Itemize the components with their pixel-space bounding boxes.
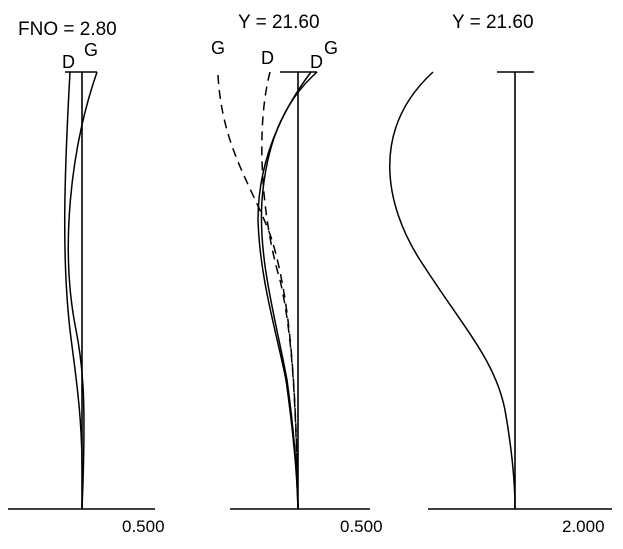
distortion-panel-title: Y = 21.60 [452, 12, 534, 33]
spherical-curve-d [63, 71, 84, 510]
astigmatism-label-d-sagittal: D [261, 48, 274, 68]
distortion-panel: Y = 21.60 2.000 [389, 12, 612, 536]
spherical-curve-g [67, 71, 98, 510]
astigmatism-panel: Y = 21.60 G D D G 0.500 [211, 12, 383, 536]
astigmatism-label-d-meridional: D [310, 52, 323, 72]
astigmatism-curve-d-sagittal [261, 71, 299, 510]
astigmatism-curve-g-sagittal [217, 74, 299, 510]
spherical-scale-label: 0.500 [122, 517, 165, 536]
astigmatism-scale-label: 0.500 [340, 517, 383, 536]
spherical-aberration-panel: FNO = 2.80 D G 0.500 [8, 19, 165, 536]
astigmatism-panel-title: Y = 21.60 [238, 12, 320, 33]
astigmatism-curve-d-meridional [260, 71, 318, 510]
astigmatism-label-g-sagittal: G [211, 38, 225, 58]
spherical-panel-title: FNO = 2.80 [18, 19, 117, 40]
astigmatism-label-g-meridional: G [324, 38, 338, 58]
astigmatism-curve-g-meridional [257, 71, 312, 510]
spherical-label-g: G [84, 40, 98, 60]
spherical-label-d: D [62, 52, 75, 72]
distortion-curve [389, 71, 516, 510]
distortion-scale-label: 2.000 [562, 517, 605, 536]
